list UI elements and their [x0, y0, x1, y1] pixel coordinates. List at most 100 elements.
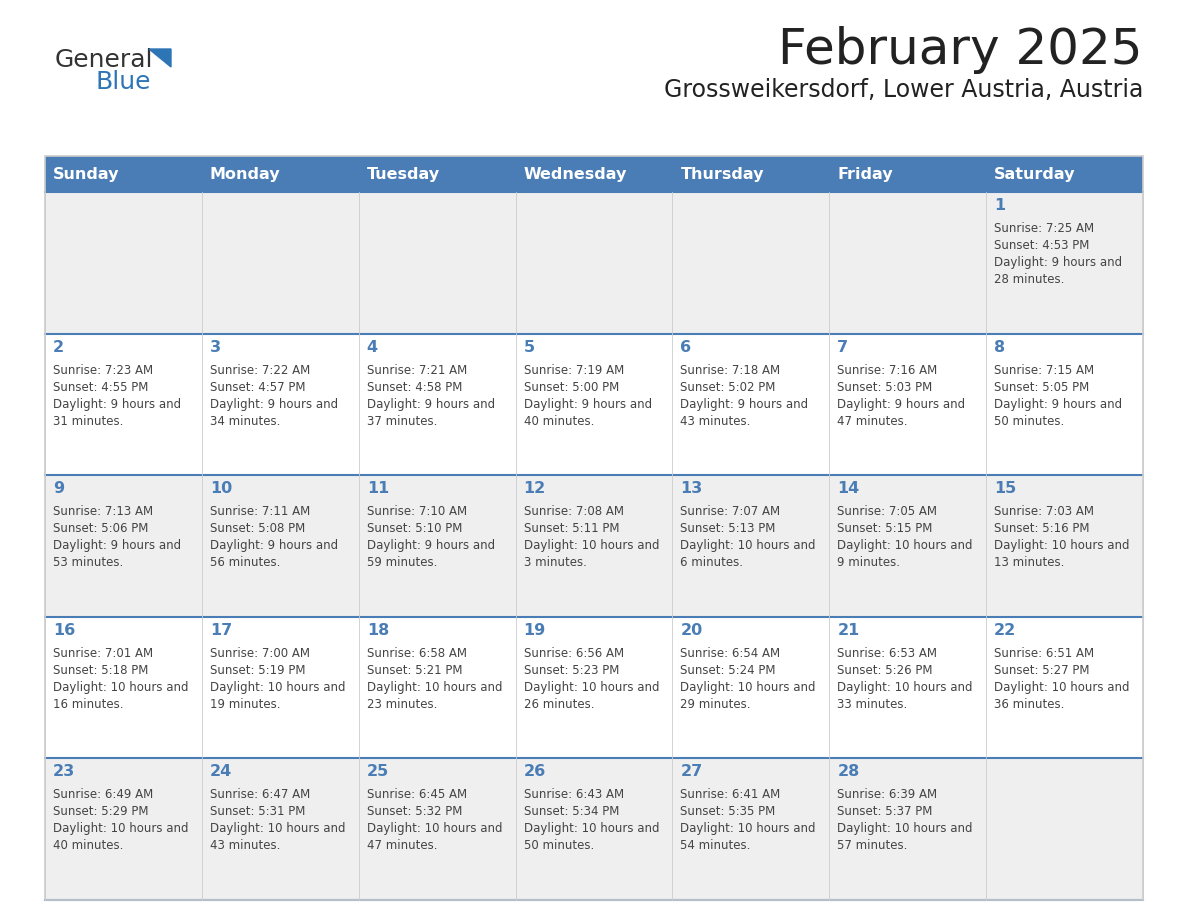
- Text: 2: 2: [53, 340, 64, 354]
- Bar: [672, 156, 829, 192]
- Text: 50 minutes.: 50 minutes.: [994, 415, 1064, 428]
- Text: Daylight: 9 hours and: Daylight: 9 hours and: [838, 397, 966, 410]
- Text: Sunrise: 7:05 AM: Sunrise: 7:05 AM: [838, 505, 937, 518]
- Text: Sunrise: 7:07 AM: Sunrise: 7:07 AM: [681, 505, 781, 518]
- Text: Daylight: 10 hours and: Daylight: 10 hours and: [210, 681, 346, 694]
- Text: 13 minutes.: 13 minutes.: [994, 556, 1064, 569]
- Text: Sunrise: 6:56 AM: Sunrise: 6:56 AM: [524, 647, 624, 660]
- Text: Wednesday: Wednesday: [524, 166, 627, 182]
- Text: Sunrise: 7:08 AM: Sunrise: 7:08 AM: [524, 505, 624, 518]
- Text: Sunrise: 6:54 AM: Sunrise: 6:54 AM: [681, 647, 781, 660]
- Text: 18: 18: [367, 622, 388, 638]
- Text: Sunrise: 7:25 AM: Sunrise: 7:25 AM: [994, 222, 1094, 235]
- Text: Sunrise: 6:47 AM: Sunrise: 6:47 AM: [210, 789, 310, 801]
- Bar: [359, 156, 516, 192]
- Text: 29 minutes.: 29 minutes.: [681, 698, 751, 711]
- Text: 3: 3: [210, 340, 221, 354]
- Text: Daylight: 10 hours and: Daylight: 10 hours and: [524, 539, 659, 553]
- Text: Sunset: 5:37 PM: Sunset: 5:37 PM: [838, 805, 933, 819]
- Text: Daylight: 10 hours and: Daylight: 10 hours and: [367, 681, 503, 694]
- Text: Sunset: 5:11 PM: Sunset: 5:11 PM: [524, 522, 619, 535]
- Text: Daylight: 10 hours and: Daylight: 10 hours and: [53, 823, 189, 835]
- Text: 16: 16: [53, 622, 75, 638]
- Text: 57 minutes.: 57 minutes.: [838, 839, 908, 853]
- Text: Sunrise: 6:51 AM: Sunrise: 6:51 AM: [994, 647, 1094, 660]
- Text: Daylight: 10 hours and: Daylight: 10 hours and: [524, 823, 659, 835]
- Text: 36 minutes.: 36 minutes.: [994, 698, 1064, 711]
- Text: Sunset: 5:18 PM: Sunset: 5:18 PM: [53, 664, 148, 677]
- Text: 43 minutes.: 43 minutes.: [210, 839, 280, 853]
- Text: 19 minutes.: 19 minutes.: [210, 698, 280, 711]
- Text: 11: 11: [367, 481, 388, 497]
- Text: Daylight: 10 hours and: Daylight: 10 hours and: [524, 681, 659, 694]
- Bar: [45, 617, 1143, 758]
- Text: Sunrise: 7:21 AM: Sunrise: 7:21 AM: [367, 364, 467, 376]
- Text: Daylight: 9 hours and: Daylight: 9 hours and: [210, 539, 337, 553]
- Text: Sunset: 5:31 PM: Sunset: 5:31 PM: [210, 805, 305, 819]
- Text: 1: 1: [994, 198, 1005, 213]
- Text: Sunset: 4:53 PM: Sunset: 4:53 PM: [994, 239, 1089, 252]
- Bar: [45, 476, 1143, 617]
- Text: Sunset: 5:06 PM: Sunset: 5:06 PM: [53, 522, 148, 535]
- Text: Sunset: 5:16 PM: Sunset: 5:16 PM: [994, 522, 1089, 535]
- Text: Blue: Blue: [95, 70, 151, 94]
- Text: 20: 20: [681, 622, 702, 638]
- Bar: [45, 333, 1143, 476]
- Text: 24: 24: [210, 765, 232, 779]
- Text: Daylight: 9 hours and: Daylight: 9 hours and: [53, 539, 181, 553]
- Bar: [45, 156, 1143, 900]
- Text: 16 minutes.: 16 minutes.: [53, 698, 124, 711]
- Text: Daylight: 9 hours and: Daylight: 9 hours and: [53, 397, 181, 410]
- Text: 40 minutes.: 40 minutes.: [524, 415, 594, 428]
- Text: Sunset: 5:29 PM: Sunset: 5:29 PM: [53, 805, 148, 819]
- Text: Sunrise: 7:16 AM: Sunrise: 7:16 AM: [838, 364, 937, 376]
- Text: Sunset: 5:34 PM: Sunset: 5:34 PM: [524, 805, 619, 819]
- Text: Daylight: 10 hours and: Daylight: 10 hours and: [210, 823, 346, 835]
- Text: Sunset: 5:15 PM: Sunset: 5:15 PM: [838, 522, 933, 535]
- Text: 37 minutes.: 37 minutes.: [367, 415, 437, 428]
- Text: Sunset: 5:24 PM: Sunset: 5:24 PM: [681, 664, 776, 677]
- Text: Daylight: 10 hours and: Daylight: 10 hours and: [838, 823, 973, 835]
- Text: 54 minutes.: 54 minutes.: [681, 839, 751, 853]
- Text: Sunset: 5:26 PM: Sunset: 5:26 PM: [838, 664, 933, 677]
- Text: 10: 10: [210, 481, 232, 497]
- Text: 6: 6: [681, 340, 691, 354]
- Text: Daylight: 9 hours and: Daylight: 9 hours and: [367, 539, 495, 553]
- Bar: [45, 758, 1143, 900]
- Text: Daylight: 9 hours and: Daylight: 9 hours and: [367, 397, 495, 410]
- Text: Sunset: 5:35 PM: Sunset: 5:35 PM: [681, 805, 776, 819]
- Text: 5: 5: [524, 340, 535, 354]
- Text: Daylight: 10 hours and: Daylight: 10 hours and: [994, 539, 1130, 553]
- Text: Grossweikersdorf, Lower Austria, Austria: Grossweikersdorf, Lower Austria, Austria: [664, 78, 1143, 102]
- Text: 7: 7: [838, 340, 848, 354]
- Text: February 2025: February 2025: [778, 26, 1143, 74]
- Text: Sunrise: 7:23 AM: Sunrise: 7:23 AM: [53, 364, 153, 376]
- Bar: [45, 192, 1143, 333]
- Text: Sunrise: 7:11 AM: Sunrise: 7:11 AM: [210, 505, 310, 518]
- Text: Daylight: 10 hours and: Daylight: 10 hours and: [838, 539, 973, 553]
- Text: Sunrise: 7:01 AM: Sunrise: 7:01 AM: [53, 647, 153, 660]
- Text: Sunrise: 7:10 AM: Sunrise: 7:10 AM: [367, 505, 467, 518]
- Text: Daylight: 10 hours and: Daylight: 10 hours and: [53, 681, 189, 694]
- Text: 43 minutes.: 43 minutes.: [681, 415, 751, 428]
- Text: Sunset: 4:55 PM: Sunset: 4:55 PM: [53, 381, 148, 394]
- Text: 53 minutes.: 53 minutes.: [53, 556, 124, 569]
- Text: 14: 14: [838, 481, 860, 497]
- Text: Sunrise: 7:00 AM: Sunrise: 7:00 AM: [210, 647, 310, 660]
- Text: 47 minutes.: 47 minutes.: [838, 415, 908, 428]
- Text: Daylight: 10 hours and: Daylight: 10 hours and: [681, 681, 816, 694]
- Text: 27: 27: [681, 765, 702, 779]
- Text: 33 minutes.: 33 minutes.: [838, 698, 908, 711]
- Text: Sunrise: 7:13 AM: Sunrise: 7:13 AM: [53, 505, 153, 518]
- Text: Sunday: Sunday: [53, 166, 120, 182]
- Text: Daylight: 10 hours and: Daylight: 10 hours and: [367, 823, 503, 835]
- Text: 22: 22: [994, 622, 1017, 638]
- Text: Daylight: 9 hours and: Daylight: 9 hours and: [994, 256, 1123, 269]
- Text: 9 minutes.: 9 minutes.: [838, 556, 901, 569]
- Text: Sunrise: 7:15 AM: Sunrise: 7:15 AM: [994, 364, 1094, 376]
- Text: Thursday: Thursday: [681, 166, 764, 182]
- Text: Sunset: 5:13 PM: Sunset: 5:13 PM: [681, 522, 776, 535]
- Text: 4: 4: [367, 340, 378, 354]
- Text: Daylight: 9 hours and: Daylight: 9 hours and: [681, 397, 809, 410]
- Text: 34 minutes.: 34 minutes.: [210, 415, 280, 428]
